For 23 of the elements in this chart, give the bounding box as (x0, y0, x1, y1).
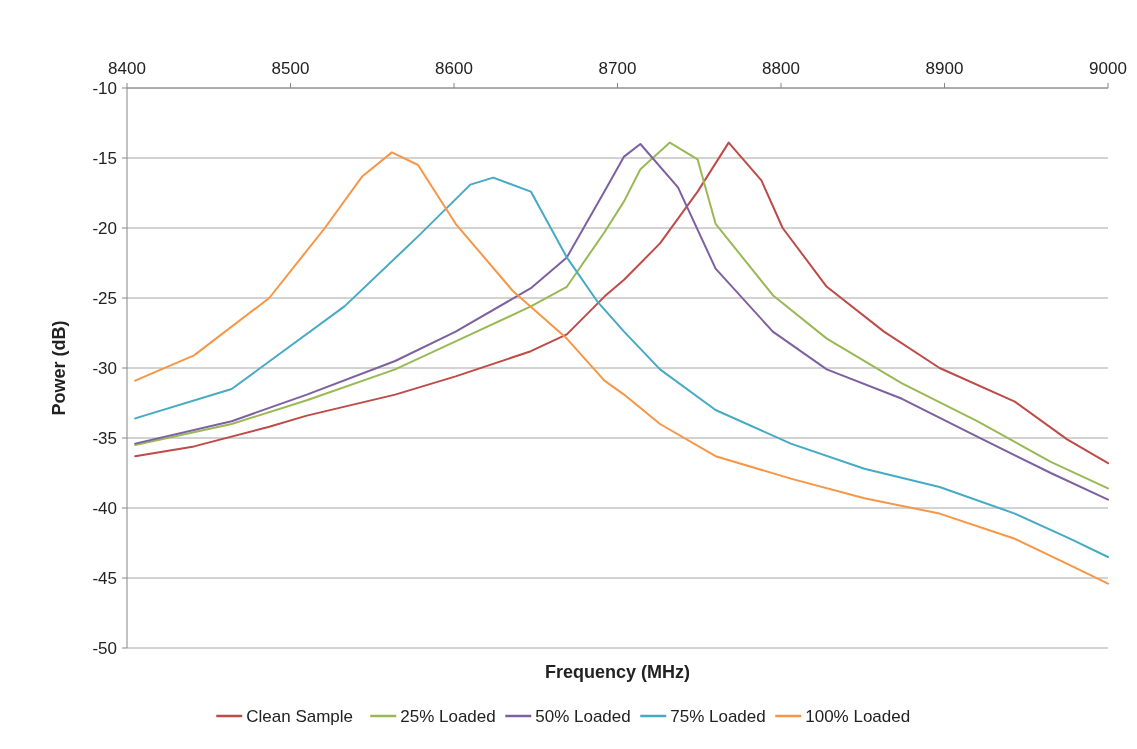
x-tick-label: 8400 (108, 59, 146, 78)
y-tick-label: -15 (92, 148, 117, 168)
x-axis-title: Frequency (MHz) (544, 662, 691, 682)
y-tick-label: -20 (92, 218, 117, 238)
x-tick-label: 8600 (435, 59, 473, 78)
x-tick-label: 8800 (762, 59, 800, 78)
y-tick-label: -50 (92, 638, 117, 658)
y-tick-label: -40 (92, 498, 117, 518)
x-tick-label: 8900 (925, 59, 964, 78)
x-tick-label: 8700 (598, 59, 637, 78)
legend-label: 75% Loaded (670, 706, 766, 726)
y-tick-label: -30 (92, 358, 117, 378)
legend-label: 50% Loaded (535, 706, 631, 726)
legend-label: 25% Loaded (400, 706, 496, 726)
y-tick-label: -45 (92, 568, 117, 588)
x-tick-label: 9000 (1089, 59, 1127, 78)
legend-label: 100% Loaded (805, 706, 911, 726)
legend-label: Clean Sample (246, 706, 354, 726)
y-tick-label: -10 (92, 78, 117, 98)
y-tick-label: -25 (92, 288, 117, 308)
y-tick-label: -35 (92, 428, 117, 448)
x-tick-label: 8500 (271, 59, 310, 78)
y-axis-title: Power (dB) (49, 320, 69, 416)
